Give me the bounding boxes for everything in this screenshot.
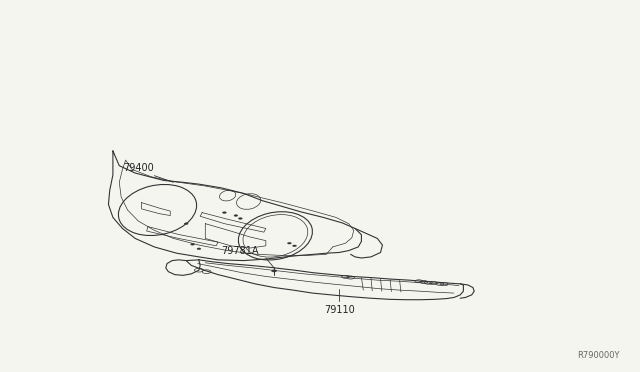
Ellipse shape (271, 270, 276, 272)
Ellipse shape (191, 244, 195, 245)
Text: 79400: 79400 (123, 163, 154, 173)
Text: 79110: 79110 (324, 305, 355, 315)
Ellipse shape (223, 212, 227, 214)
Ellipse shape (292, 245, 296, 247)
Ellipse shape (239, 218, 243, 219)
Ellipse shape (287, 243, 291, 244)
Ellipse shape (234, 215, 238, 217)
Text: 79781A: 79781A (221, 246, 259, 256)
Ellipse shape (197, 248, 201, 250)
Text: R790000Y: R790000Y (577, 350, 620, 359)
Ellipse shape (184, 223, 188, 224)
